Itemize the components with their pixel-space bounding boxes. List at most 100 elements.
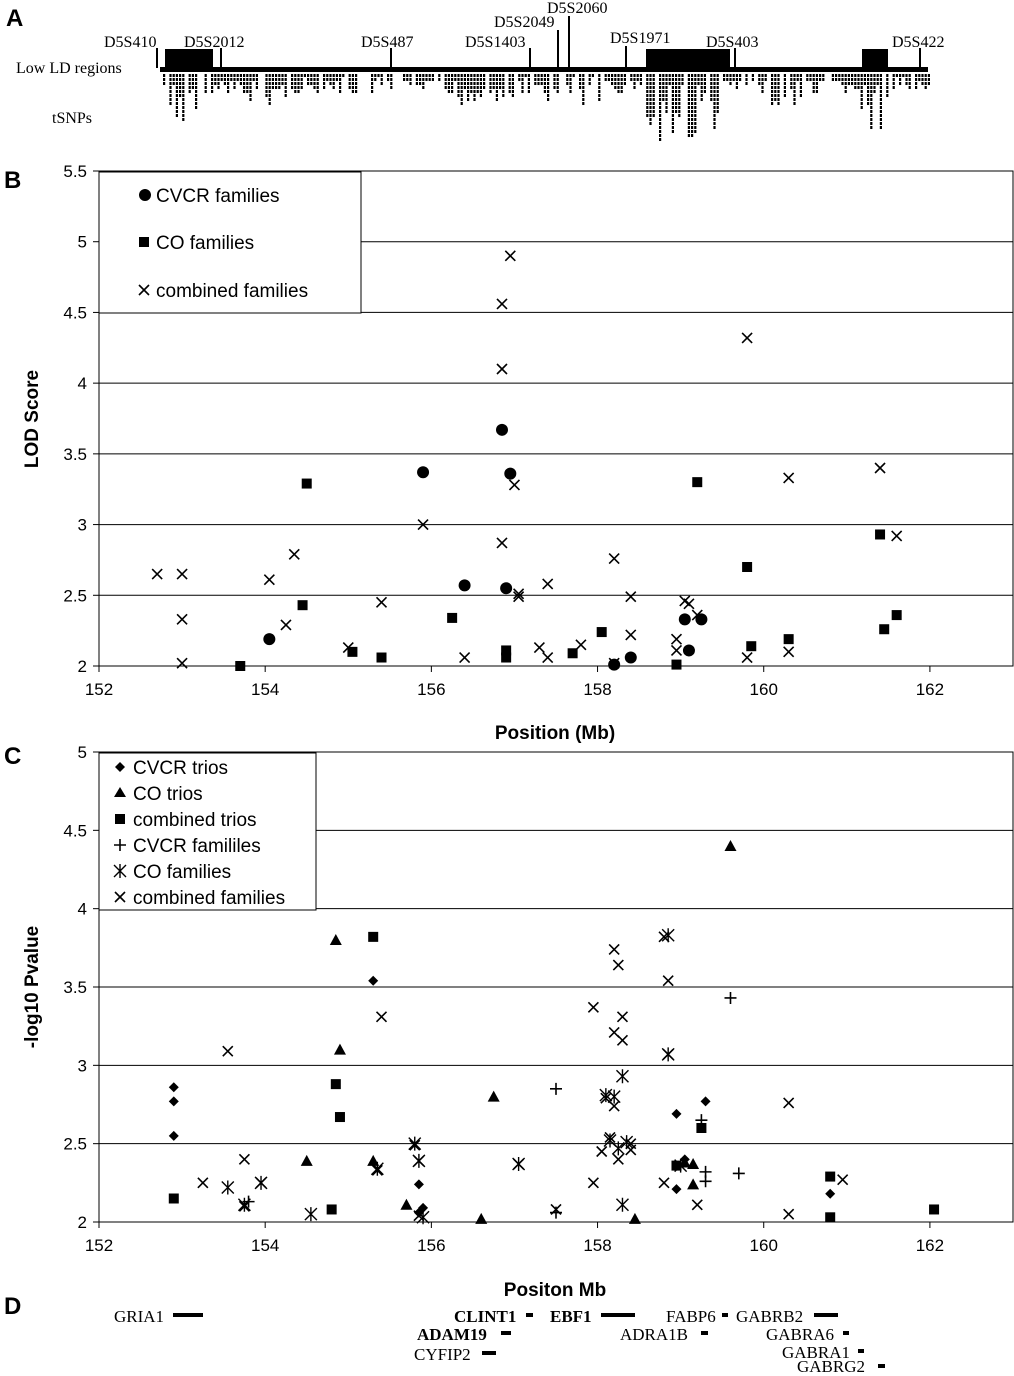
tsnp-tick <box>700 86 703 89</box>
tsnp-tick <box>758 74 761 77</box>
tsnp-tick <box>460 102 463 105</box>
tsnp-tick <box>582 94 585 97</box>
tsnp-tick <box>371 90 374 93</box>
tsnp-tick <box>793 74 796 77</box>
tsnp-tick <box>300 74 303 77</box>
tsnp-tick <box>745 78 748 81</box>
tsnp-tick <box>671 102 674 105</box>
point-combined-trios <box>671 1160 682 1171</box>
tsnp-tick <box>665 102 668 105</box>
tsnp-tick <box>652 98 655 101</box>
tsnp-tick <box>879 94 882 97</box>
tsnp-tick <box>799 90 802 93</box>
tsnp-tick <box>339 82 342 85</box>
panel-a-letter: A <box>6 5 23 32</box>
tsnp-tick <box>467 86 470 89</box>
tsnp-tick <box>534 78 537 81</box>
tsnp-tick <box>665 94 668 97</box>
y-tick-label-c: 3 <box>78 1056 87 1075</box>
tsnp-tick <box>255 86 258 89</box>
tsnp-tick <box>271 78 274 81</box>
tsnp-tick <box>227 82 230 85</box>
tsnp-tick <box>659 130 662 133</box>
tsnp-tick <box>355 78 358 81</box>
point-combined-families <box>658 1177 670 1189</box>
plot-b: 2 2.5 3 3.5 4 4.5 5 5.5 152 154 156 158 160 162 <box>63 162 1014 699</box>
tsnp-tick <box>255 82 258 85</box>
tsnp-tick <box>841 82 844 85</box>
tsnp-tick <box>467 74 470 77</box>
tsnp-tick <box>463 82 466 85</box>
tsnp-tick <box>729 82 732 85</box>
tsnp-tick <box>508 74 511 77</box>
x-tick-label-b: 160 <box>750 680 778 699</box>
tsnp-tick <box>463 78 466 81</box>
tsnp-tick <box>633 74 636 77</box>
tsnp-tick <box>332 74 335 77</box>
tsnp-tick <box>310 74 313 77</box>
tsnp-tick <box>879 122 882 125</box>
gene-bar-adra1b <box>701 1331 708 1335</box>
point-combined-families <box>459 651 471 664</box>
tsnp-tick <box>716 82 719 85</box>
tsnp-tick <box>339 90 342 93</box>
tsnp-tick <box>713 90 716 93</box>
point-combined-families <box>662 975 674 987</box>
tsnp-tick <box>470 74 473 77</box>
marker-label-d5s422: D5S422 <box>892 34 944 51</box>
tsnp-tick <box>646 98 649 101</box>
tsnp-tick <box>870 90 873 93</box>
tsnp-tick <box>556 82 559 85</box>
tsnp-tick <box>217 74 220 77</box>
tsnp-tick <box>252 78 255 81</box>
tsnp-tick <box>243 74 246 77</box>
point-cvcr-famililes <box>732 1167 745 1180</box>
tsnp-tick <box>470 90 473 93</box>
point-combined-families <box>625 1138 637 1150</box>
legend-b-marker-circle <box>139 189 151 201</box>
tsnp-tick <box>332 82 335 85</box>
tsnp-tick <box>607 74 610 77</box>
tsnp-tick <box>636 78 639 81</box>
tsnp-tick <box>815 82 818 85</box>
tsnp-tick <box>227 90 230 93</box>
tsnp-tick <box>179 74 182 77</box>
point-combined-families <box>413 1155 425 1167</box>
y-tick-label-b: 5.5 <box>63 162 87 181</box>
tsnp-tick <box>809 74 812 77</box>
tsnp-tick <box>777 82 780 85</box>
tsnp-tick <box>454 74 457 77</box>
tsnp-tick <box>662 90 665 93</box>
tsnp-tick <box>879 118 882 121</box>
tsnp-tick <box>438 78 441 81</box>
legend-b-marker-x <box>138 284 150 296</box>
tsnp-tick <box>463 74 466 77</box>
tsnp-tick <box>687 118 690 121</box>
point-combined-families <box>783 1097 795 1109</box>
point-combined-families <box>625 629 637 641</box>
tsnp-tick <box>179 94 182 97</box>
point-co-trios <box>724 840 737 851</box>
tsnp-tick <box>860 86 863 89</box>
tsnp-tick <box>467 94 470 97</box>
point-cvcr-trios <box>368 975 379 986</box>
point-combined-families <box>608 657 620 669</box>
tsnp-tick <box>380 78 383 81</box>
tsnp-tick <box>713 94 716 97</box>
tsnp-tick <box>716 90 719 93</box>
tsnp-tick <box>463 86 466 89</box>
point-combined-families <box>625 591 637 603</box>
tsnp-tick <box>543 86 546 89</box>
point-combined-families <box>837 1174 849 1186</box>
tsnp-tick <box>812 74 815 77</box>
tsnp-tick <box>227 86 230 89</box>
x-tick-label-c: 156 <box>417 1236 445 1255</box>
tsnp-tick <box>921 78 924 81</box>
tsnp-tick <box>662 82 665 85</box>
tsnp-tick <box>691 110 694 113</box>
point-co-families <box>875 529 886 540</box>
tsnp-tick <box>502 94 505 97</box>
y-tick-label-b: 2 <box>78 657 87 676</box>
tsnp-tick <box>527 86 530 89</box>
tsnp-tick <box>703 82 706 85</box>
